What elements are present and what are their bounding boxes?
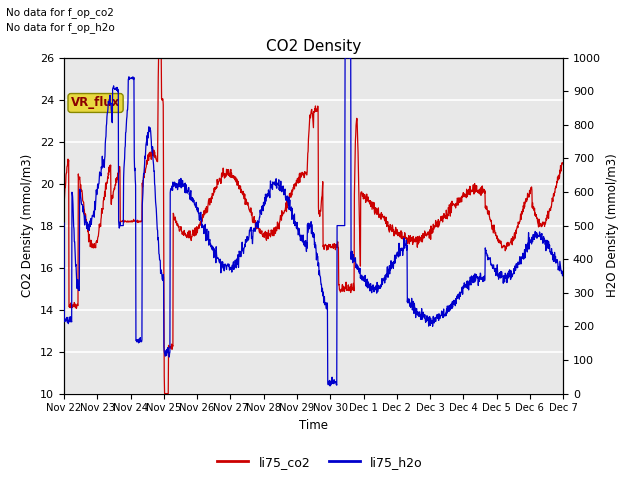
Text: No data for f_op_h2o: No data for f_op_h2o xyxy=(6,22,115,33)
Y-axis label: CO2 Density (mmol/m3): CO2 Density (mmol/m3) xyxy=(22,154,35,297)
Legend: li75_co2, li75_h2o: li75_co2, li75_h2o xyxy=(212,451,428,474)
Title: CO2 Density: CO2 Density xyxy=(266,39,361,54)
Text: No data for f_op_co2: No data for f_op_co2 xyxy=(6,7,115,18)
X-axis label: Time: Time xyxy=(299,419,328,432)
Y-axis label: H2O Density (mmol/m3): H2O Density (mmol/m3) xyxy=(607,154,620,298)
Text: VR_flux: VR_flux xyxy=(71,96,120,109)
